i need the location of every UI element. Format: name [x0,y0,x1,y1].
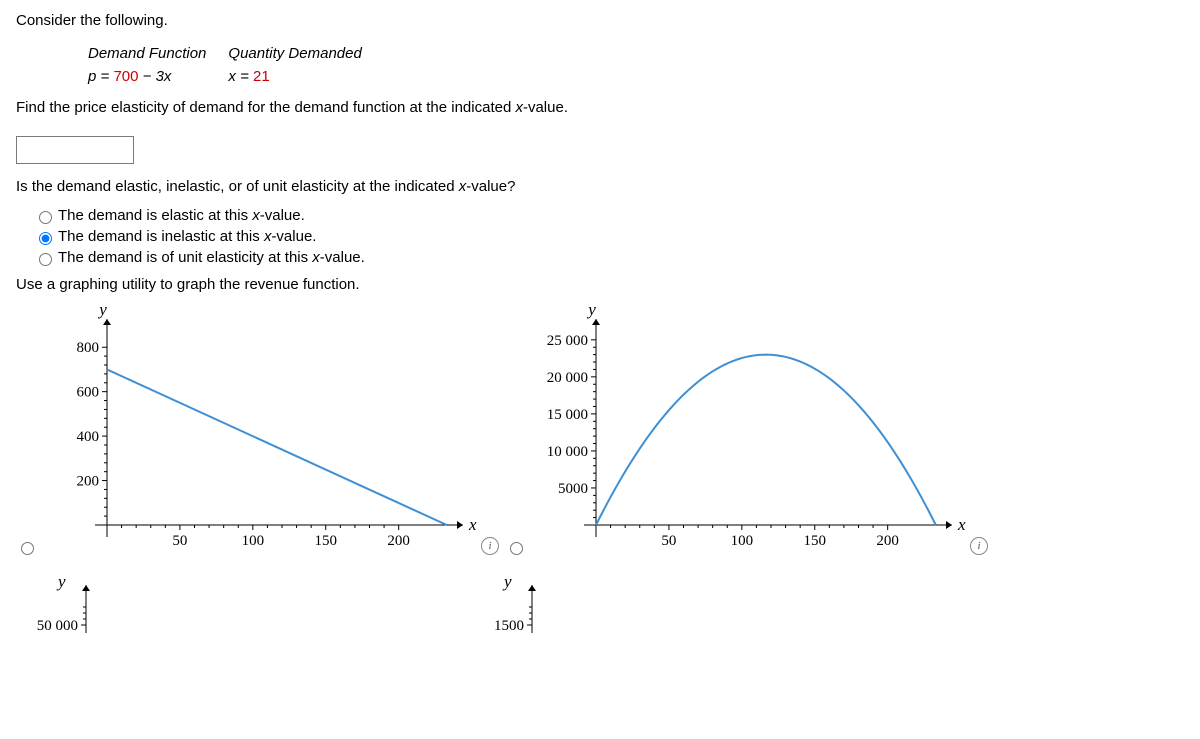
svg-text:50: 50 [172,533,187,549]
radio-graph-1[interactable] [21,542,34,555]
svg-text:200: 200 [77,474,100,490]
svg-text:y: y [56,573,66,591]
info-icon[interactable]: i [481,537,499,555]
svg-text:20 000: 20 000 [547,370,588,386]
info-icon[interactable]: i [970,537,988,555]
radio-unit-label: The demand is of unit elasticity at this… [58,249,365,266]
svg-text:150: 150 [315,533,338,549]
prompt-classification: Is the demand elastic, inelastic, or of … [16,178,1184,195]
svg-text:50: 50 [661,533,676,549]
svg-text:400: 400 [77,429,100,445]
svg-text:200: 200 [876,533,899,549]
chart-2: 5000 10 000 15 000 20 000 25 000 50 100 150 200 x… [526,305,966,555]
svg-text:1500: 1500 [494,618,524,633]
classification-radio-group: The demand is elastic at this x-value. T… [16,207,1184,266]
svg-text:50 000: 50 000 [37,618,78,633]
quantity-eq-number: 21 [253,68,270,85]
svg-text:5000: 5000 [558,481,588,497]
svg-text:25 000: 25 000 [547,333,588,349]
header-quantity-demanded: Quantity Demanded [228,43,381,64]
svg-text:x: x [957,515,966,534]
radio-unit[interactable] [39,253,52,266]
svg-text:15 000: 15 000 [547,407,588,423]
svg-text:100: 100 [242,533,264,549]
header-demand-function: Demand Function [88,43,226,64]
elasticity-answer-input[interactable] [16,136,134,164]
function-table: Demand Function Quantity Demanded p = 70… [86,41,384,89]
svg-text:y: y [586,305,596,319]
radio-elastic[interactable] [39,211,52,224]
chart-1: 200 400 600 800 50 100 150 200 x y [37,305,477,555]
svg-text:10 000: 10 000 [547,444,588,460]
svg-text:600: 600 [77,385,100,401]
graphs-row-1: 200 400 600 800 50 100 150 200 x y i 5000 10 000 15… [16,305,1184,555]
quantity-demanded-value: x = 21 [228,66,381,87]
svg-text:150: 150 [804,533,827,549]
svg-text:800: 800 [77,340,100,356]
chart-4-partial: y 1500 [462,573,902,633]
svg-text:100: 100 [731,533,754,549]
prompt-graph: Use a graphing utility to graph the reve… [16,276,1184,293]
chart-3-partial: y 50 000 [16,573,456,633]
radio-elastic-label: The demand is elastic at this x-value. [58,207,305,224]
demand-eq-prefix: p = [88,68,113,85]
svg-text:y: y [97,305,107,319]
svg-text:200: 200 [387,533,410,549]
svg-text:x: x [468,515,477,534]
radio-inelastic-label: The demand is inelastic at this x-value. [58,228,316,245]
intro-text: Consider the following. [16,12,1184,29]
quantity-eq-prefix: x = [228,68,253,85]
demand-eq-suffix: − 3x [138,68,171,85]
demand-eq-number: 700 [113,68,138,85]
prompt-elasticity: Find the price elasticity of demand for … [16,99,1184,116]
radio-inelastic[interactable] [39,232,52,245]
demand-function-value: p = 700 − 3x [88,66,226,87]
graphs-row-2: y 50 000 y 1500 [16,573,1184,633]
radio-graph-2[interactable] [510,542,523,555]
svg-text:y: y [502,573,512,591]
